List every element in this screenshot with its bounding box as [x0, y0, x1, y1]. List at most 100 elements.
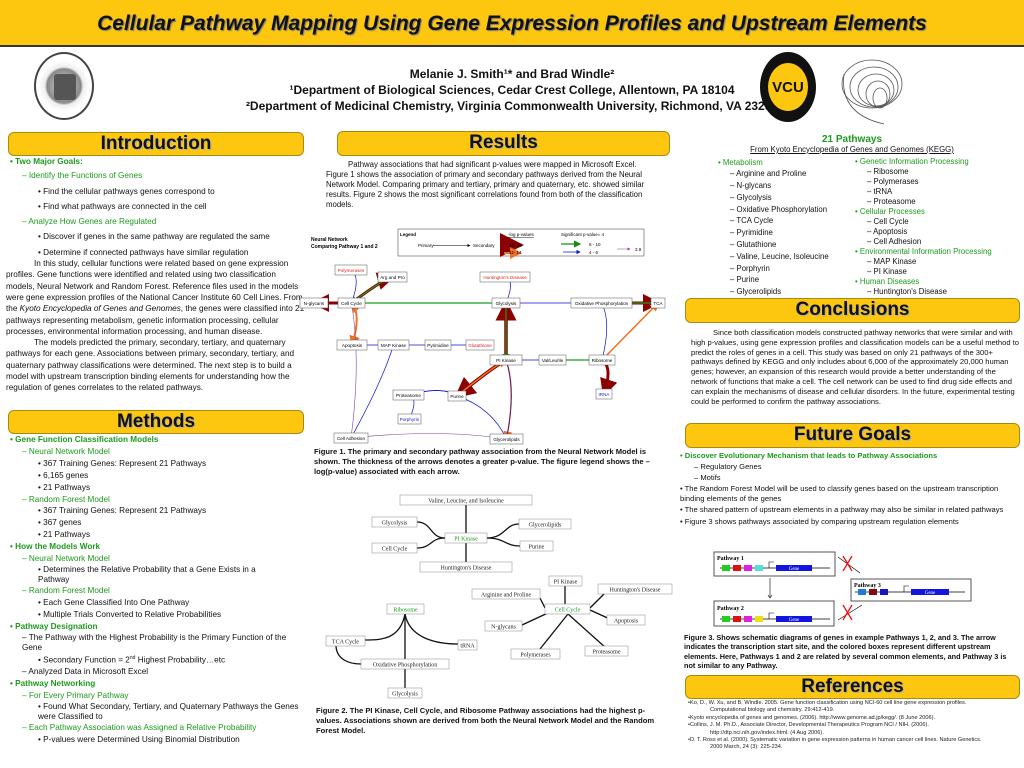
svg-text:Porphyrin: Porphyrin — [400, 417, 420, 422]
fig1-node: N-glycans — [299, 297, 329, 309]
fig2-node: tRNA — [457, 639, 478, 651]
reference-item: •D. T. Ross et al. (2000). Systematic va… — [688, 737, 982, 751]
fig2-node: Ribosome — [386, 603, 425, 615]
fig2-node: Apoptosis — [606, 614, 646, 626]
fig1-edge — [505, 359, 512, 440]
pathway-1-diagram: Pathway 1 Gene — [713, 551, 836, 577]
fig1-edge — [350, 344, 395, 439]
pathway-group-item: – Apoptosis — [867, 227, 908, 236]
fig2-node: TCA Cycle — [325, 635, 366, 647]
fig1-node: TCA — [650, 297, 666, 309]
fig2-node: Glycolysis — [387, 687, 423, 699]
metabolism-item: – Glutathione — [730, 240, 777, 250]
metabolism-list: • Metabolism – Arginine and Proline – N-g… — [718, 157, 858, 298]
metabolism-item: – Purine — [730, 275, 760, 285]
introduction-body: • Two Major Goals: – Identify the Functi… — [6, 157, 305, 393]
fig2-node: PI Kinase — [548, 575, 583, 587]
svg-text:-log p-values: -log p-values — [508, 232, 535, 237]
fig1-title-1: Neural Network — [311, 237, 348, 243]
pathway-group-item: – Polymerases — [867, 177, 919, 186]
svg-text:Polymerases: Polymerases — [520, 653, 551, 659]
fig1-node: MAP Kinase — [377, 339, 410, 351]
metabolism-item: – Arginine and Proline — [730, 169, 807, 179]
svg-text:tRNA: tRNA — [460, 644, 475, 650]
svg-text:Cell Cycle: Cell Cycle — [341, 301, 362, 306]
metabolism-item: – TCA Cycle — [730, 216, 774, 226]
pathway-group-label: • Cellular Processes — [855, 207, 925, 216]
svg-text:Legend: Legend — [400, 232, 416, 237]
fig2-edge — [539, 597, 546, 609]
poster-title: Cellular Pathway Mapping Using Gene Expr… — [97, 12, 927, 35]
fig1-legend: Legend Primary Secondary -log p-values S… — [397, 228, 645, 259]
fig2-node: Polymerases — [510, 648, 561, 660]
fig1-node: Purine — [447, 390, 467, 402]
pathway-group-item: – Cell Cycle — [867, 217, 909, 226]
introduction-paragraph-1: In this study, cellular functions were r… — [6, 259, 305, 336]
svg-text:Glycerolipids: Glycerolipids — [529, 523, 562, 529]
fig1-node: Glutathione — [465, 339, 495, 351]
svg-text:Arginine and Proline: Arginine and Proline — [481, 593, 532, 599]
fig1-node: Cell Adhesion — [333, 432, 369, 444]
figure-1-caption: Figure 1. The primary and secondary path… — [314, 447, 650, 476]
svg-text:MAP Kinase: MAP Kinase — [381, 343, 407, 348]
svg-text:Apoptosis: Apoptosis — [614, 619, 639, 625]
introduction-heading: Introduction — [8, 132, 304, 156]
svg-text:Valine, Leucine, and Isoleucin: Valine, Leucine, and Isoleucine — [428, 499, 504, 505]
svg-text:Purine: Purine — [529, 545, 545, 551]
svg-text:Oxidative Phosphorylation: Oxidative Phosphorylation — [575, 301, 629, 306]
svg-text:Pathway 1: Pathway 1 — [717, 556, 744, 562]
metabolism-item: – Valine, Leucine, Isoleucine — [730, 251, 829, 261]
vcu-logo: VCU — [760, 52, 816, 122]
svg-text:Ribosome: Ribosome — [592, 358, 613, 363]
pathway-group-item: – Cell Adhesion — [867, 237, 922, 246]
pathway-group-item: – Huntington's Disease — [867, 287, 947, 296]
pathway-2-diagram: Pathway 2 Gene — [713, 600, 835, 627]
fig2-node: Huntington's Disease — [419, 561, 513, 573]
svg-text:Huntington's Disease: Huntington's Disease — [610, 588, 661, 594]
svg-text:Glycolysis: Glycolysis — [496, 301, 517, 306]
svg-text:Glycolysis: Glycolysis — [392, 692, 418, 698]
svg-text:Cell Cycle: Cell Cycle — [382, 547, 408, 553]
pathway-group-item: – Proteasome — [867, 197, 916, 206]
fig1-edge — [349, 302, 357, 439]
introduction-paragraph-2: The models predicted the primary, second… — [6, 338, 295, 393]
authors: Melanie J. Smith¹* and Brad Windle² — [409, 67, 615, 81]
pathways-heading: 21 Pathways — [821, 134, 883, 145]
fig2-node: Glycerolipids — [518, 518, 572, 530]
svg-text:Ribosome: Ribosome — [393, 608, 418, 614]
fig2-node: Glycolysis — [371, 516, 418, 528]
cedar-crest-logo — [34, 52, 94, 120]
figure-2-network: Valine, Leucine, and Isoleucine Glycolysi… — [325, 494, 673, 699]
svg-text:Gene: Gene — [925, 591, 936, 596]
fig1-node: PI Kinase — [489, 354, 523, 366]
pathway-group-item: – Ribosome — [867, 167, 909, 176]
fig1-node: Polymerases — [334, 264, 368, 276]
fig2-node: Cell Cycle — [371, 542, 418, 554]
svg-text:PI Kinase: PI Kinase — [496, 358, 516, 363]
fig1-node: tRNA — [595, 388, 613, 400]
fig2-edge — [416, 521, 446, 539]
references-heading: References — [685, 675, 1020, 699]
svg-text:Proteasome: Proteasome — [396, 393, 421, 398]
svg-text:Apoptosis: Apoptosis — [342, 343, 363, 348]
fig2-edge — [416, 537, 446, 549]
svg-text:Cell Cycle: Cell Cycle — [555, 608, 581, 614]
svg-text:Pathway 3: Pathway 3 — [854, 583, 881, 589]
red-x-icon — [842, 604, 853, 621]
fig1-edge — [456, 395, 507, 440]
svg-text:Gene: Gene — [789, 618, 800, 623]
fig1-edge — [350, 433, 507, 440]
fig1-node: Oxidative Phosphorylation — [570, 297, 633, 309]
red-x-icon — [842, 555, 853, 572]
svg-text:3.9: 3.9 — [635, 247, 642, 252]
svg-text:Oxidative Phosphorylation: Oxidative Phosphorylation — [373, 663, 438, 669]
methods-body: • Gene Function Classification Models – … — [10, 435, 299, 744]
methods-heading: Methods — [8, 410, 304, 434]
reference-item: •Ko, D., W. Xu, and B. Windle. 2005. Gen… — [688, 700, 967, 714]
svg-text:N-glycans: N-glycans — [304, 301, 325, 306]
fig1-node: Pyrimidine — [424, 339, 452, 351]
svg-text:6 - 10: 6 - 10 — [589, 242, 601, 247]
svg-text:Proteasome: Proteasome — [593, 650, 621, 656]
fig2-node: N-glycans — [484, 620, 523, 632]
fig2-edge — [539, 613, 569, 650]
